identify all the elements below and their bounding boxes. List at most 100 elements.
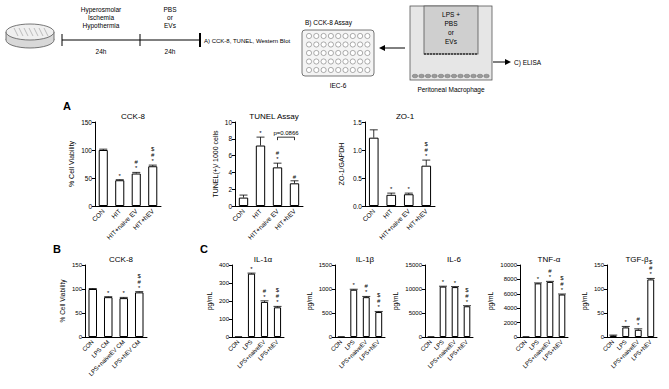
svg-text:*: * (135, 165, 138, 171)
svg-text:100: 100 (81, 147, 92, 154)
svg-text:or: or (448, 29, 455, 36)
svg-text:Peritoneal Macrophage: Peritoneal Macrophage (417, 86, 485, 94)
svg-text:TUNEL(+)/ 1000 cells: TUNEL(+)/ 1000 cells (212, 130, 220, 198)
svg-text:2: 2 (228, 186, 232, 193)
svg-text:*: * (263, 294, 266, 300)
svg-text:IL-1α: IL-1α (254, 255, 273, 264)
svg-text:LPS+hEV: LPS+hEV (630, 339, 653, 362)
svg-text:6000: 6000 (504, 291, 518, 297)
svg-text:10000: 10000 (500, 262, 517, 268)
svg-text:CON: CON (227, 339, 241, 353)
svg-text:C: C (200, 243, 208, 255)
svg-text:or: or (167, 14, 174, 21)
svg-text:*: * (259, 130, 262, 136)
svg-text:HIT+hEV: HIT+hEV (405, 207, 429, 231)
svg-text:2000: 2000 (504, 320, 518, 326)
svg-text:LPS+hEV: LPS+hEV (358, 339, 381, 362)
svg-text:CON: CON (231, 207, 246, 222)
svg-text:0.0: 0.0 (353, 203, 362, 210)
svg-text:400: 400 (219, 262, 230, 268)
svg-text:*: * (561, 287, 564, 293)
svg-text:Hypothermia: Hypothermia (83, 22, 120, 30)
svg-text:0: 0 (228, 203, 232, 210)
svg-text:LPS+hEV CM: LPS+hEV CM (111, 339, 141, 369)
svg-text:IL-6: IL-6 (447, 255, 461, 264)
svg-text:CON: CON (419, 339, 433, 353)
svg-text:24h: 24h (96, 48, 107, 55)
svg-text:1.0: 1.0 (353, 147, 362, 154)
svg-text:A: A (63, 100, 71, 112)
svg-text:50: 50 (597, 310, 604, 316)
svg-text:150: 150 (594, 262, 605, 268)
svg-text:EVs: EVs (445, 38, 458, 45)
svg-text:*: * (454, 280, 457, 286)
svg-text:300: 300 (219, 280, 230, 286)
svg-text:PBS: PBS (163, 6, 177, 13)
svg-text:0: 0 (88, 203, 92, 210)
svg-text:0: 0 (226, 334, 230, 340)
svg-text:0: 0 (79, 334, 83, 340)
svg-text:pg/mL: pg/mL (581, 292, 589, 310)
svg-text:% Cell Viability: % Cell Viability (59, 279, 67, 323)
svg-text:1000: 1000 (319, 286, 333, 292)
svg-text:0: 0 (329, 334, 333, 340)
svg-text:B: B (53, 243, 61, 255)
svg-text:0.5: 0.5 (353, 175, 362, 182)
svg-text:*: * (549, 274, 552, 280)
svg-text:LPS+hEV: LPS+hEV (257, 339, 280, 362)
svg-text:150: 150 (72, 262, 83, 268)
svg-text:CON: CON (91, 207, 106, 222)
svg-text:0: 0 (514, 334, 518, 340)
svg-text:C) ELISA: C) ELISA (514, 59, 542, 67)
svg-text:CON: CON (514, 339, 528, 353)
svg-text:ZO-1: ZO-1 (396, 112, 415, 121)
svg-text:*: * (276, 299, 279, 305)
svg-text:0: 0 (601, 334, 605, 340)
svg-text:LPS+hEV: LPS+hEV (541, 339, 564, 362)
svg-text:#: # (293, 174, 297, 180)
svg-text:ZO-1/GAPDH: ZO-1/GAPDH (338, 143, 345, 186)
svg-text:*: * (152, 158, 155, 164)
svg-text:HIT+hEV: HIT+hEV (273, 207, 297, 231)
svg-text:HIT: HIT (251, 208, 263, 220)
svg-text:500: 500 (322, 310, 333, 316)
svg-text:pg/mL: pg/mL (392, 292, 400, 310)
svg-text:CCK-8: CCK-8 (109, 255, 134, 264)
svg-text:15000: 15000 (405, 262, 422, 268)
svg-text:B) CCK-8 Assay: B) CCK-8 Assay (305, 19, 353, 27)
svg-text:0: 0 (419, 334, 423, 340)
svg-text:100: 100 (594, 286, 605, 292)
svg-text:*: * (442, 279, 445, 285)
svg-text:*: * (138, 285, 141, 291)
svg-text:*: * (119, 173, 122, 179)
svg-text:TUNEL Assay: TUNEL Assay (249, 112, 299, 121)
svg-text:LPS +: LPS + (442, 11, 460, 18)
svg-text:150: 150 (81, 119, 92, 126)
svg-text:*: * (390, 186, 393, 192)
svg-text:*: * (537, 276, 540, 282)
svg-text:*: * (276, 156, 279, 162)
svg-text:5000: 5000 (409, 310, 423, 316)
svg-text:IEC-6: IEC-6 (330, 82, 347, 89)
svg-text:100: 100 (219, 316, 230, 322)
svg-text:*: * (250, 266, 253, 272)
svg-text:HIT: HIT (110, 208, 122, 220)
svg-text:% Cell Viability: % Cell Viability (68, 140, 76, 187)
svg-text:CCK-8: CCK-8 (121, 112, 146, 121)
svg-text:*: * (378, 304, 381, 310)
svg-text:200: 200 (219, 298, 230, 304)
svg-text:pg/mL: pg/mL (206, 292, 214, 310)
svg-text:10000: 10000 (405, 286, 422, 292)
svg-text:*: * (408, 186, 411, 192)
svg-text:6: 6 (228, 152, 232, 159)
svg-text:100: 100 (72, 286, 83, 292)
svg-text:TGF-β: TGF-β (625, 255, 649, 264)
svg-text:LPS+hEV: LPS+hEV (446, 339, 469, 362)
svg-text:*: * (637, 322, 640, 328)
svg-text:*: * (107, 290, 110, 296)
svg-text:CON: CON (602, 339, 616, 353)
svg-text:Hyperosmolar: Hyperosmolar (81, 6, 122, 14)
svg-text:CON: CON (330, 339, 344, 353)
svg-text:PBS: PBS (444, 20, 458, 27)
svg-text:10: 10 (225, 119, 233, 126)
